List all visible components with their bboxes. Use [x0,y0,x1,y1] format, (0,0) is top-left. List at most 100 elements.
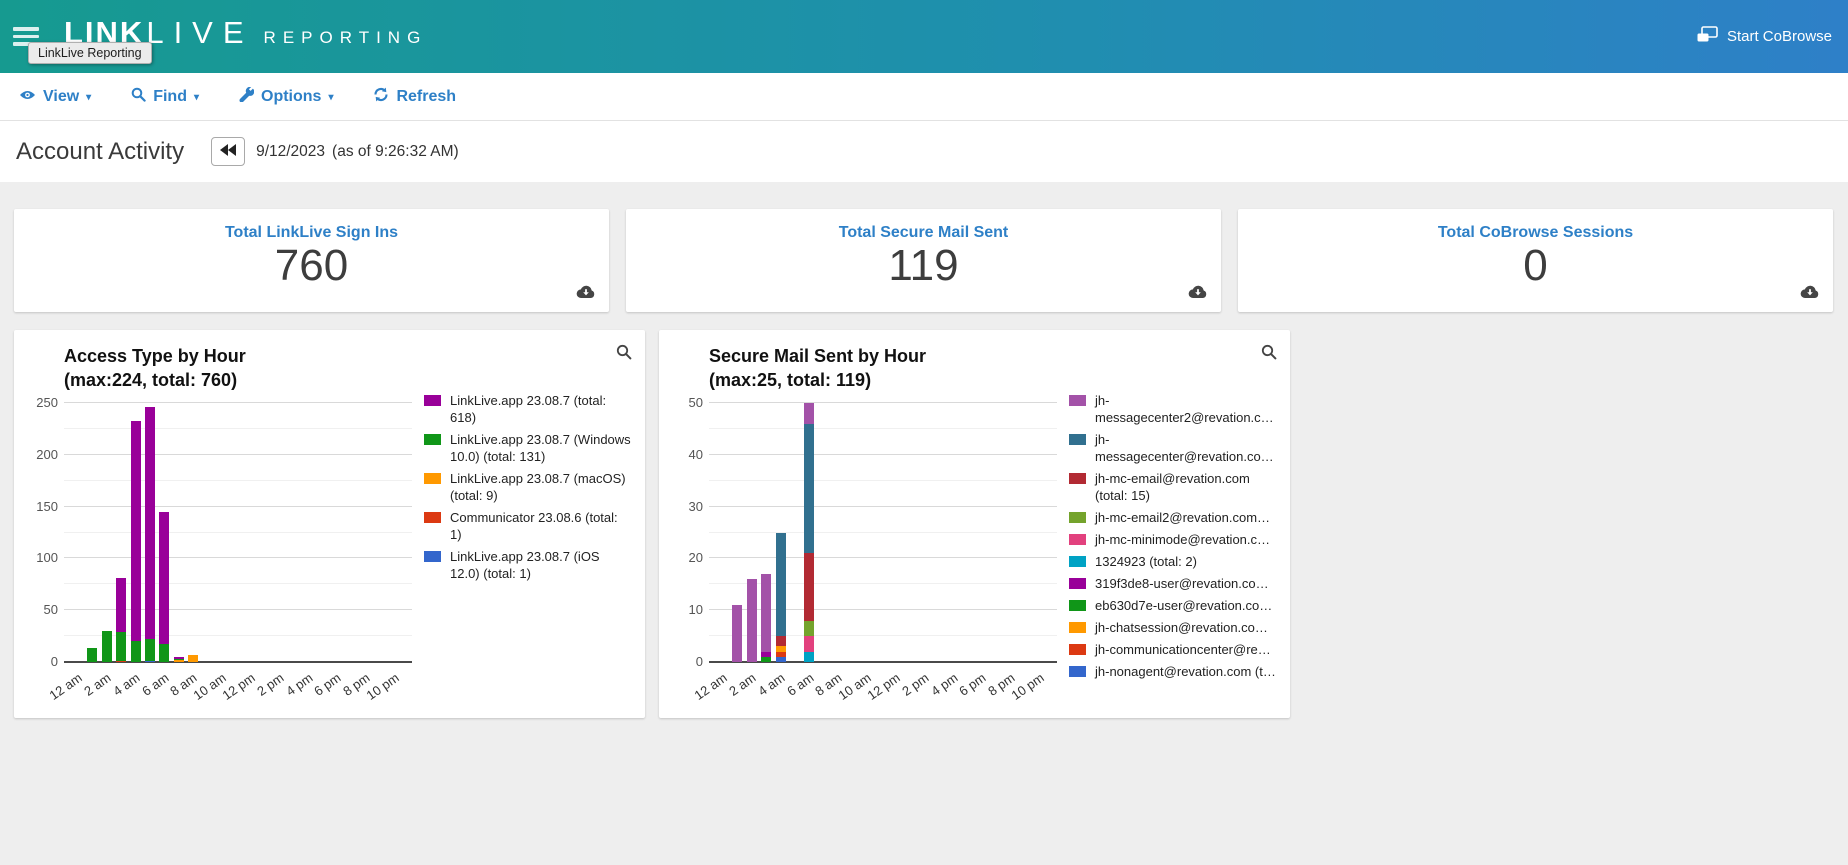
find-menu[interactable]: Find ▾ [131,87,199,107]
legend-label: jh-messagecenter2@revation.c… [1095,393,1274,425]
x-tick-label: 2 pm [898,670,932,699]
page-title: Account Activity [16,137,185,165]
legend-item: LinkLive.app 23.08.7 (total: 618) [424,392,632,426]
legend-item: Communicator 23.08.6 (total: 1) [424,509,632,543]
legend-item: LinkLive.app 23.08.7 (Windows 10.0) (tot… [424,431,632,465]
bar-segment [101,630,112,662]
bar-segment [188,654,199,662]
stat-label: Total CoBrowse Sessions [1437,224,1634,241]
chevron-down-icon: ▾ [86,92,92,103]
bar-segment [775,636,786,647]
bar-segment [116,660,127,662]
options-label: Options [261,87,322,105]
y-tick-label: 200 [36,446,58,462]
magnifier-icon[interactable] [1261,344,1277,365]
legend-swatch [1069,534,1086,545]
chart-panel-secure-mail: Secure Mail Sent by Hour (max:25, total:… [659,330,1290,718]
bar-segment [159,644,170,662]
stat-value: 760 [274,241,349,290]
view-label: View [43,87,80,105]
gridline [709,531,1057,533]
bar-segment [173,658,184,660]
cloud-download-icon[interactable] [1188,284,1208,304]
linklive-reporting-tooltip: LinkLive Reporting [28,42,152,64]
gridline [709,609,1057,611]
bar-segment [116,631,127,661]
legend-label: LinkLive.app 23.08.7 (iOS 12.0) (total: … [450,549,600,581]
legend-label: jh-chatsession@revation.co… [1095,620,1268,635]
view-menu[interactable]: View ▾ [19,88,91,106]
cobrowse-screens-icon [1697,26,1719,47]
wrench-icon [239,86,255,107]
gridline [64,427,412,429]
bar-segment [87,647,98,662]
chart-title: Secure Mail Sent by Hour (max:25, total:… [709,346,927,390]
date-back-button[interactable] [211,137,246,166]
gridline [64,635,412,637]
gridline [64,609,412,611]
legend-label: LinkLive.app 23.08.7 (total: 618) [450,393,607,425]
x-tick-label: 6 am [783,670,817,699]
legend-item: eb630d7e-user@revation.co… [1069,597,1277,614]
legend-item: jh-messagecenter2@revation.c… [1069,392,1277,426]
bar-segment [145,407,155,640]
gridline [709,505,1057,507]
stat-value: 0 [1523,241,1548,290]
gridline [709,557,1057,559]
x-tick-label: 4 am [109,670,143,699]
cloud-download-icon[interactable] [1800,284,1820,304]
y-tick-label: 40 [688,446,703,462]
stat-card-signins: Total LinkLive Sign Ins 760 [14,209,609,312]
hamburger-menu-icon[interactable] [13,27,39,46]
legend-label: LinkLive.app 23.08.7 (Windows 10.0) (tot… [450,432,631,464]
search-icon [131,87,146,107]
stat-card-securemail: Total Secure Mail Sent 119 [626,209,1221,312]
options-menu[interactable]: Options ▾ [239,86,333,107]
bar-segment [145,660,155,662]
legend-item: jh-communicationcenter@re… [1069,641,1277,658]
bar-segment [804,423,815,554]
charts-row: Access Type by Hour (max:224, total: 760… [14,330,1834,718]
rewind-icon [220,143,237,161]
y-tick-label: 150 [36,498,58,514]
legend-swatch [1069,666,1086,677]
legend-label: jh-mc-email@revation.com (total: 15) [1095,471,1250,503]
x-tick-label: 10 pm [363,670,402,704]
legend-swatch [1069,644,1086,655]
start-cobrowse-button[interactable]: Start CoBrowse [1697,26,1832,47]
legend-label: jh-communicationcenter@re… [1095,642,1271,657]
gridline [709,583,1057,585]
legend-swatch [1069,578,1086,589]
eye-icon [19,88,36,106]
chart-panel-access-type: Access Type by Hour (max:224, total: 760… [14,330,645,718]
gridline [64,531,412,533]
legend-label: jh-nonagent@revation.com (t… [1095,664,1276,679]
y-tick-label: 250 [36,395,58,410]
legend-item: jh-chatsession@revation.co… [1069,619,1277,636]
bar-segment [159,511,170,645]
y-tick-label: 10 [688,602,703,618]
chart-plot: 0 50 100 150 200 250 12 am 2 am 4 am 6 am 8 am 10 a… [36,388,412,703]
legend-swatch [424,512,441,523]
bar-segment [804,553,815,621]
refresh-button[interactable]: Refresh [373,87,456,107]
legend-label: LinkLive.app 23.08.7 (macOS) (total: 9) [450,471,626,503]
stat-label: Total LinkLive Sign Ins [224,224,399,241]
gridline [709,402,1057,403]
bar-segment [761,656,772,662]
bar-segment [775,656,786,662]
gridline [64,557,412,559]
legend-item: jh-mc-email@revation.com (total: 15) [1069,470,1277,504]
gridline [64,453,412,455]
x-axis-line [709,661,1057,663]
stat-card-cobrowse: Total CoBrowse Sessions 0 [1238,209,1833,312]
stat-cards-row: Total LinkLive Sign Ins 760 Total Secure… [14,209,1834,312]
bar-segment [732,605,743,662]
x-tick-label: 10 am [835,670,874,704]
bar-segment [804,620,815,637]
legend-item: jh-mc-email2@revation.com… [1069,509,1277,526]
magnifier-icon[interactable] [616,344,632,365]
cloud-download-icon[interactable] [576,284,596,304]
legend-swatch [1069,434,1086,445]
legend-label: 1324923 (total: 2) [1095,554,1197,569]
